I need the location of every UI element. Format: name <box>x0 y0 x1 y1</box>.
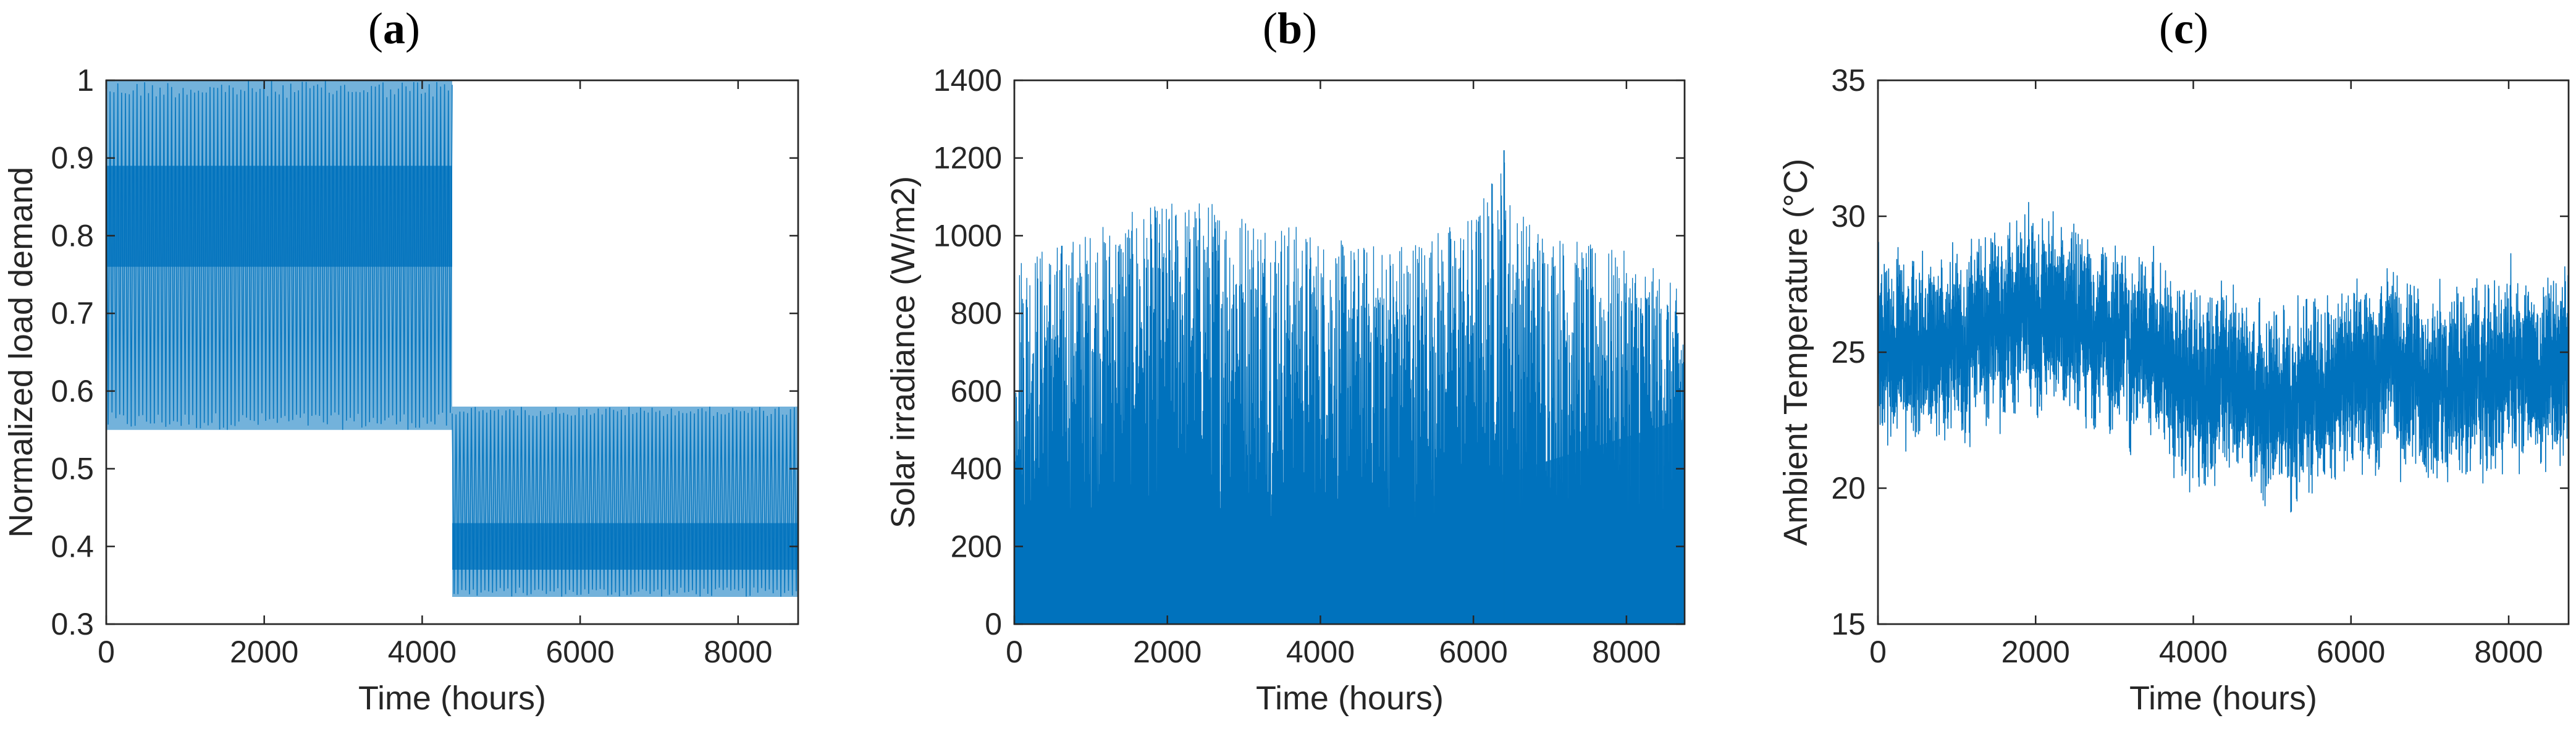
temperature-series-line <box>1878 201 2569 513</box>
y-tick-label: 0.5 <box>51 452 94 486</box>
panel-c-ticks: 0 2000 4000 6000 8000 15 20 25 30 35 <box>1831 63 2570 669</box>
x-tick-label: 2000 <box>230 635 298 669</box>
panel-c-letter: c <box>2174 4 2194 53</box>
solar-series-line <box>1014 162 1685 624</box>
panel-b-xlabel: Time (hours) <box>1256 680 1444 717</box>
panel-b-ylabel: Solar irradiance (W/m2) <box>885 176 922 528</box>
panel-a-letter: a <box>383 4 405 53</box>
y-tick-label: 30 <box>1831 199 1866 234</box>
axes-border <box>105 79 799 625</box>
x-tick-label: 0 <box>1006 635 1023 669</box>
load-series-line-1 <box>106 80 453 430</box>
y-tick-label: 0.3 <box>51 607 94 641</box>
x-tick-label: 8000 <box>2474 635 2543 669</box>
x-tick-label: 6000 <box>546 635 615 669</box>
panel-a-plot-area <box>106 80 798 597</box>
panel-a-xlabel: Time (hours) <box>358 680 546 717</box>
panel-a-ticks: 0 2000 4000 6000 8000 0.3 0.4 0.5 0.6 0.7 0.8 0.9 1 <box>51 63 799 669</box>
panel-c-ylabel: Ambient Temperature (°C) <box>1777 159 1814 546</box>
y-tick-label: 1400 <box>933 63 1002 98</box>
x-tick-label: 0 <box>98 635 115 669</box>
y-tick-label: 800 <box>951 296 1002 331</box>
y-tick-label: 0.9 <box>51 141 94 175</box>
chart-panel-b: (b) 0 2000 4000 6000 8000 0 200 400 600 800 1000 12… <box>885 4 1686 717</box>
x-tick-label: 8000 <box>1592 635 1661 669</box>
chart-panel-c: (c) 0 2000 4000 6000 8000 15 20 25 30 35 Time (ho… <box>1777 4 2570 717</box>
x-tick-label: 6000 <box>2317 635 2385 669</box>
panel-b-label: (b) <box>1263 4 1317 53</box>
y-tick-label: 0.8 <box>51 218 94 253</box>
y-tick-label: 0.6 <box>51 374 94 408</box>
panel-c-label: (c) <box>2159 4 2208 53</box>
panel-b-plot-area <box>1014 150 1685 624</box>
load-dense-band-2 <box>452 523 798 570</box>
panel-a-label: (a) <box>368 4 420 53</box>
y-tick-label: 1000 <box>933 218 1002 253</box>
y-tick-label: 25 <box>1831 335 1866 370</box>
y-tick-label: 200 <box>951 529 1002 564</box>
panel-b-ticks: 0 2000 4000 6000 8000 0 200 400 600 800 1000 1200 14… <box>933 63 1686 669</box>
x-tick-label: 8000 <box>704 635 772 669</box>
y-tick-label: 35 <box>1831 63 1866 98</box>
load-dense-band-1 <box>106 166 452 267</box>
y-tick-label: 400 <box>951 452 1002 486</box>
load-series-line-2 <box>452 407 798 597</box>
y-tick-label: 1200 <box>933 141 1002 175</box>
y-tick-label: 0 <box>985 607 1002 641</box>
y-tick-label: 0.7 <box>51 296 94 331</box>
y-tick-label: 20 <box>1831 471 1866 505</box>
y-tick-label: 15 <box>1831 607 1866 641</box>
x-tick-label: 2000 <box>2001 635 2070 669</box>
axes-border <box>1013 79 1686 625</box>
axes-border <box>1877 79 2570 625</box>
x-tick-label: 0 <box>1869 635 1887 669</box>
chart-panel-a: (a) 0 2000 4000 6000 80000.30.40.50.60.70.80… <box>2 4 799 717</box>
y-tick-label: 0.4 <box>51 529 94 564</box>
y-tick-label: 600 <box>951 374 1002 408</box>
panel-a-ylabel: Normalized load demand <box>2 167 40 538</box>
x-tick-label: 4000 <box>388 635 457 669</box>
y-tick-label: 1 <box>77 63 94 98</box>
x-tick-label: 6000 <box>1439 635 1508 669</box>
x-tick-label: 2000 <box>1133 635 1202 669</box>
x-tick-label: 4000 <box>2159 635 2228 669</box>
panel-b-letter: b <box>1277 4 1302 53</box>
panel-c-xlabel: Time (hours) <box>2129 680 2317 717</box>
panel-c-plot-area <box>1878 201 2569 513</box>
x-tick-label: 4000 <box>1286 635 1355 669</box>
